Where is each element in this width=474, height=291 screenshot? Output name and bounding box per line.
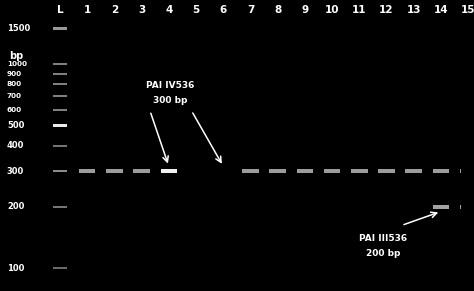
Bar [133,169,150,173]
Bar [433,169,449,173]
Bar [53,109,67,111]
Bar [378,169,395,173]
Text: 2: 2 [111,5,118,15]
Text: 11: 11 [352,5,366,15]
Text: 300: 300 [7,166,24,175]
Text: 200: 200 [7,203,24,212]
Bar [106,169,123,173]
Bar [53,63,67,65]
Bar [53,145,67,147]
Text: 8: 8 [274,5,281,15]
Text: 14: 14 [434,5,448,15]
Text: 1000: 1000 [7,61,27,68]
Bar [161,169,177,173]
Text: PAI III536: PAI III536 [359,234,407,243]
Text: 400: 400 [7,141,24,150]
Text: 200 bp: 200 bp [365,249,400,258]
Text: 12: 12 [379,5,394,15]
Bar [297,169,313,173]
Text: 7: 7 [247,5,254,15]
Bar [269,169,286,173]
Bar [53,83,67,85]
Text: 4: 4 [165,5,173,15]
Bar [324,169,340,173]
Text: 900: 900 [7,71,22,77]
Text: 500: 500 [7,121,24,130]
Bar [79,169,95,173]
Text: 1500: 1500 [7,24,30,33]
Bar [53,27,67,30]
Bar [53,267,67,269]
Bar [460,169,474,173]
Text: 13: 13 [407,5,421,15]
Bar [460,205,474,209]
Text: 100: 100 [7,264,24,273]
Text: 6: 6 [219,5,227,15]
Text: 15: 15 [461,5,474,15]
Bar [53,170,67,172]
Text: 700: 700 [7,93,22,99]
Bar [53,73,67,75]
Text: bp: bp [9,51,24,61]
Text: 1: 1 [83,5,91,15]
Text: 600: 600 [7,107,22,113]
Text: PAI IV536: PAI IV536 [146,81,195,90]
Bar [53,124,67,127]
Bar [242,169,259,173]
Bar [351,169,368,173]
Bar [405,169,422,173]
Bar [433,205,449,209]
Text: 10: 10 [325,5,339,15]
Text: 800: 800 [7,81,22,87]
Text: 3: 3 [138,5,145,15]
Text: 9: 9 [301,5,309,15]
Text: 300 bp: 300 bp [154,96,188,105]
Bar [53,206,67,208]
Text: 5: 5 [192,5,200,15]
Text: L: L [57,5,63,15]
Bar [53,95,67,97]
